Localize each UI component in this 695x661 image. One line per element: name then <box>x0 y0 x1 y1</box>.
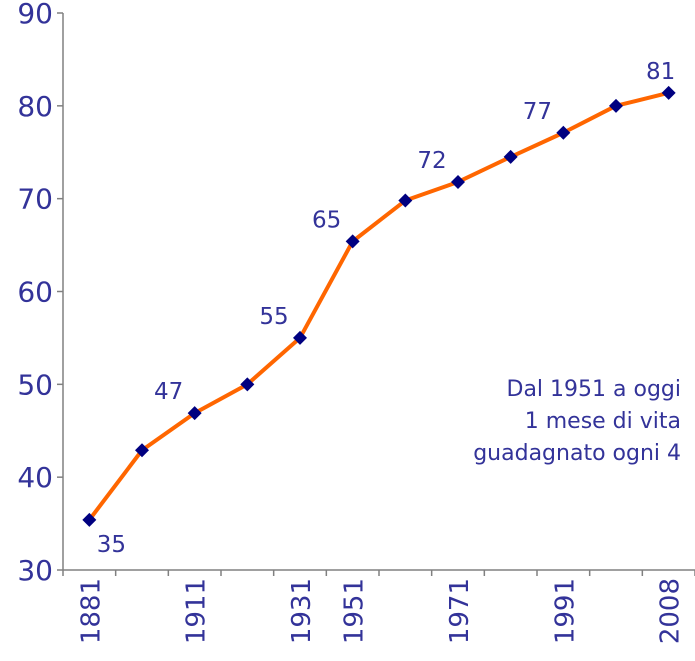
marker <box>609 98 623 113</box>
y-tick-label: 70 <box>17 183 53 216</box>
marker <box>82 512 97 527</box>
y-tick-label: 30 <box>17 554 53 587</box>
data-label: 35 <box>97 532 126 558</box>
marker <box>451 174 465 189</box>
x-tick-label: 1971 <box>445 578 475 644</box>
y-tick-label: 90 <box>17 0 53 30</box>
x-tick-label: 1931 <box>287 578 317 644</box>
marker <box>293 330 307 345</box>
y-tick-label: 60 <box>17 276 53 309</box>
data-label: 72 <box>417 148 446 174</box>
annotation: guadagnato ogni 4 <box>473 441 681 466</box>
x-tick-label: 1881 <box>76 578 106 644</box>
x-tick-label: 2008 <box>656 578 686 644</box>
data-label: 55 <box>259 304 288 330</box>
marker <box>503 149 518 164</box>
data-label: 77 <box>523 99 552 125</box>
x-tick-label: 1951 <box>340 578 370 644</box>
marker <box>187 406 202 421</box>
data-label: 47 <box>154 379 183 405</box>
marker <box>398 193 413 208</box>
data-label: 81 <box>646 59 675 85</box>
y-tick-label: 50 <box>17 368 53 401</box>
x-tick-label: 1991 <box>550 578 580 644</box>
x-tick-label: 1911 <box>182 578 212 644</box>
marker <box>240 377 255 392</box>
marker <box>135 443 149 458</box>
annotation: 1 mese di vita <box>525 409 681 434</box>
marker <box>661 85 676 100</box>
data-label: 65 <box>312 207 341 233</box>
y-tick-label: 80 <box>17 90 53 123</box>
line <box>87 90 670 522</box>
y-tick-label: 40 <box>17 461 53 494</box>
marker <box>556 125 571 140</box>
marker <box>345 234 360 249</box>
annotation: Dal 1951 a oggi <box>507 377 682 402</box>
